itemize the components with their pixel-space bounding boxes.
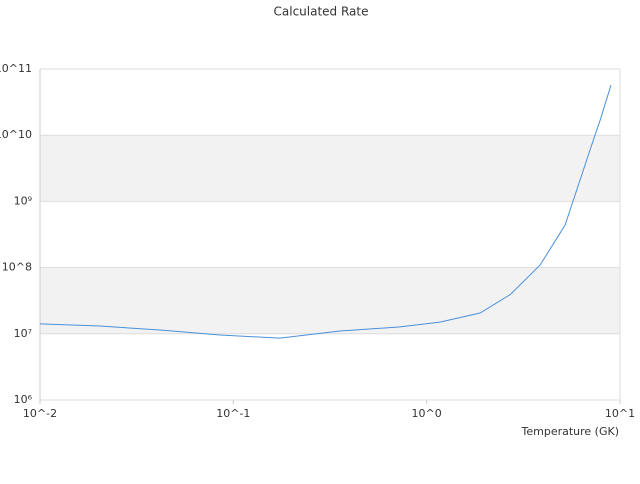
chart-title: Calculated Rate — [274, 5, 369, 19]
y-tick-label: 10⁹ — [14, 194, 32, 207]
x-tick-label: 10^-1 — [216, 407, 250, 420]
y-tick-label: 10^8 — [2, 261, 32, 274]
y-tick-label: 10⁶ — [14, 393, 33, 406]
y-tick-label: 10^10 — [0, 128, 32, 141]
x-axis-label: Temperature (GK) — [521, 425, 620, 438]
grid-band — [40, 267, 620, 334]
x-tick-label: 10^-2 — [23, 407, 57, 420]
x-tick-label: 10^1 — [605, 407, 635, 420]
y-tick-label: 10^11 — [0, 62, 32, 75]
data-line — [39, 85, 612, 339]
y-tick-label: 10⁷ — [14, 327, 32, 340]
x-tick-label: 10^0 — [412, 407, 442, 420]
grid-band — [40, 135, 620, 202]
